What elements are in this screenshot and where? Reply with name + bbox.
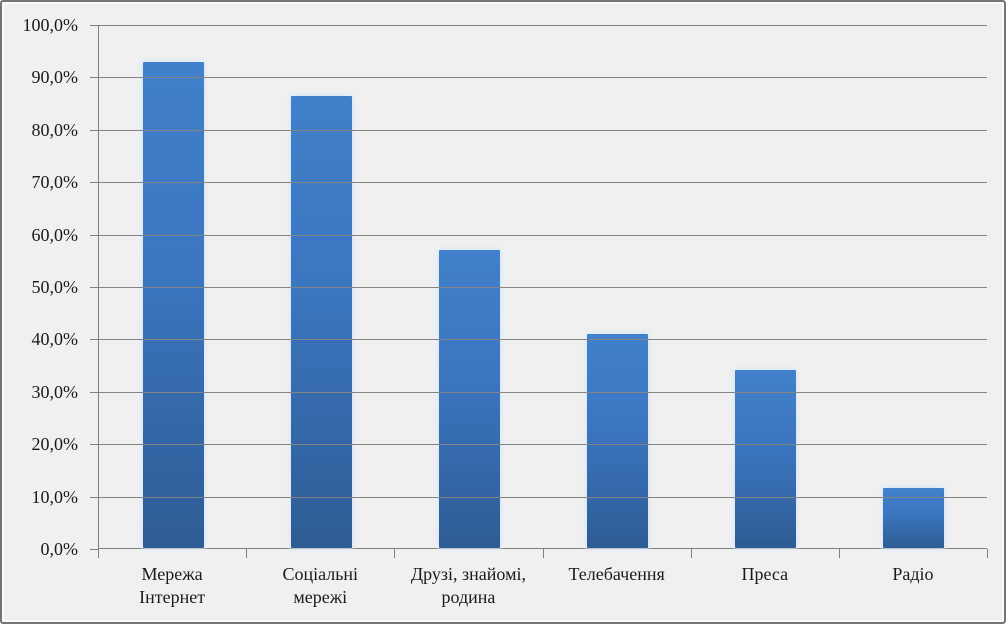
y-axis-tick <box>90 444 98 446</box>
gridline <box>99 391 987 393</box>
bar-3 <box>438 250 500 548</box>
y-axis-tick <box>90 549 98 550</box>
bar-4 <box>586 333 648 548</box>
gridline <box>99 496 987 498</box>
gridline <box>99 182 987 184</box>
y-axis-tick-label: 0,0% <box>40 539 79 559</box>
y-axis-tick <box>90 287 98 288</box>
y-axis-tick-label: 30,0% <box>31 381 79 402</box>
y-axis-tick <box>90 496 98 498</box>
gridline <box>99 339 987 341</box>
x-axis-category-label: Друзі, знайомі, родина <box>410 564 526 607</box>
y-axis-tick-label: 80,0% <box>31 119 79 140</box>
y-axis-tick-label: 70,0% <box>31 172 79 193</box>
bar-slot <box>395 25 543 548</box>
x-axis-category-label: Радіо <box>892 564 934 584</box>
gridline <box>99 444 987 446</box>
plot-area <box>98 25 987 549</box>
y-axis-tick <box>90 182 98 184</box>
y-axis-tick <box>90 234 98 236</box>
y-axis-tick <box>90 77 98 79</box>
x-axis-tick <box>987 549 988 558</box>
x-axis-category-label: Преса <box>741 564 789 584</box>
bar-5 <box>734 370 796 548</box>
x-axis-category-label: Соціальні мережі <box>282 564 359 607</box>
y-axis-tick <box>90 339 98 341</box>
y-axis-tick <box>90 25 98 26</box>
gridline <box>99 77 987 79</box>
x-axis-tick <box>246 549 248 558</box>
y-axis-tick-label: 100,0% <box>22 15 79 35</box>
x-axis-category-labels: Мережа Інтернет Соціальні мережі Друзі, зн… <box>98 563 987 609</box>
bar-slot <box>99 25 247 548</box>
bar-1 <box>142 61 204 548</box>
x-axis-category-label: Мережа Інтернет <box>139 564 206 607</box>
bars-layer <box>99 25 987 548</box>
y-axis-tick <box>90 129 98 131</box>
x-axis-tick <box>394 549 396 558</box>
x-axis <box>98 548 987 549</box>
x-axis-category-label: Телебачення <box>568 564 665 584</box>
x-axis-tick <box>98 549 99 558</box>
x-axis-tick <box>690 549 692 558</box>
bar-6 <box>882 487 944 548</box>
x-axis-tick <box>542 549 544 558</box>
gridline <box>99 25 987 26</box>
bar-slot <box>543 25 691 548</box>
bar-slot <box>839 25 987 548</box>
y-axis-tick <box>90 391 98 393</box>
y-axis-tick-label: 20,0% <box>31 434 79 455</box>
bar-slot <box>247 25 395 548</box>
gridline <box>99 234 987 236</box>
y-axis-tick-label: 50,0% <box>31 277 79 297</box>
y-axis-tick-label: 90,0% <box>31 67 79 88</box>
bar-slot <box>691 25 839 548</box>
y-axis-tick-label: 10,0% <box>31 486 79 507</box>
y-axis-tick-label: 60,0% <box>31 224 79 245</box>
gridline <box>99 287 987 288</box>
y-axis <box>98 25 99 549</box>
y-axis-tick-label: 40,0% <box>31 329 79 350</box>
x-axis-tick <box>838 549 840 558</box>
bar-2 <box>290 95 352 548</box>
gridline <box>99 129 987 131</box>
